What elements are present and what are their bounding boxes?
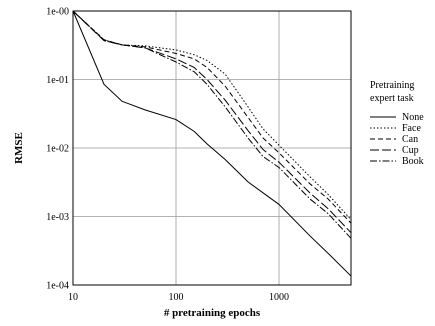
y-axis-ticks: 1e-00 1e-01 1e-02 1e-03 1e-04	[46, 7, 69, 292]
x-tick-label: 1000	[269, 292, 289, 303]
grid	[73, 11, 351, 285]
series-lines	[72, 10, 352, 277]
legend-title-line-1: Pretraining	[370, 80, 414, 91]
series-line-none	[72, 10, 352, 277]
legend-label-face: Face	[402, 123, 421, 134]
legend-label-book: Book	[402, 156, 424, 167]
legend-title-line-2: expert task	[370, 93, 414, 104]
y-tick-label: 1e-02	[46, 144, 69, 155]
series-line-cup	[72, 10, 352, 234]
y-axis-title: RMSE	[13, 132, 25, 164]
x-tick-label: 100	[169, 292, 184, 303]
series-line-face	[72, 10, 352, 220]
legend: Pretraining expert task NoneFaceCanCupBo…	[370, 80, 424, 167]
x-axis-ticks: 10 100 1000	[68, 292, 289, 303]
legend-label-cup: Cup	[402, 145, 419, 156]
series-line-book	[72, 10, 352, 239]
legend-label-none: None	[402, 112, 424, 123]
y-tick-label: 1e-04	[46, 281, 69, 292]
plot-frame	[72, 10, 352, 286]
y-tick-label: 1e-01	[46, 75, 69, 86]
x-tick-label: 10	[68, 292, 78, 303]
legend-label-can: Can	[402, 134, 418, 145]
y-tick-label: 1e-03	[46, 212, 69, 223]
x-axis-title: # pretraining epochs	[164, 307, 261, 319]
y-tick-label: 1e-00	[46, 7, 69, 18]
